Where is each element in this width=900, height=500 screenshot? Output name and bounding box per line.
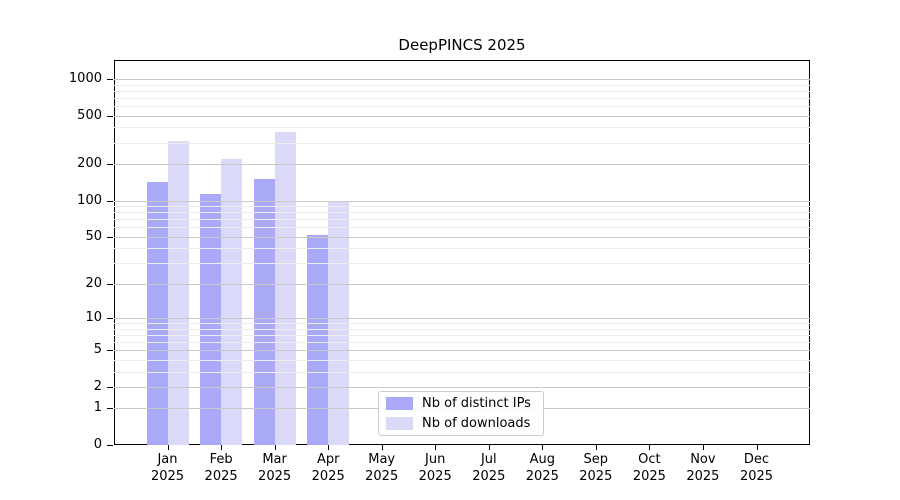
x-tick-mark [328,445,330,450]
y-tick-label: 2 [93,378,102,394]
x-tick-mark [435,445,437,450]
x-tick-label: Jan 2025 [150,452,185,484]
x-tick-label: Nov 2025 [686,452,720,484]
legend-row-distinct-ips: Nb of distinct IPs [385,396,535,411]
x-tick-mark [702,445,704,450]
x-tick-label: Sep 2025 [579,452,613,484]
bar-downloads [274,131,296,445]
x-tick-label: Dec 2025 [739,452,774,484]
y-tick-mark [107,408,113,410]
x-tick-mark [756,445,758,450]
bar-distinct-ips [200,194,222,445]
bar-distinct-ips [253,178,275,445]
y-tick-mark [107,236,113,238]
x-tick-label: Jul 2025 [472,452,506,484]
y-tick-label: 10 [85,309,102,325]
x-tick-mark [595,445,597,450]
legend-swatch-downloads [386,417,413,430]
legend-swatch-distinct-ips [386,397,413,410]
y-tick-label: 200 [77,156,102,171]
y-tick-mark [107,350,113,352]
x-tick-mark [221,445,223,450]
legend-row-downloads: Nb of downloads [385,416,535,431]
y-tick-label: 500 [77,107,102,123]
y-tick-mark [107,164,113,165]
y-tick-label: 20 [85,275,102,291]
x-tick-mark [274,445,276,450]
y-tick-label: 0 [93,437,102,452]
legend: Nb of distinct IPs Nb of downloads [378,391,544,436]
x-tick-mark [488,445,490,450]
chart-title: DeepPINCS 2025 [398,36,526,54]
x-tick-mark [649,445,651,450]
y-tick-mark [107,445,113,446]
y-tick-mark [107,200,113,202]
x-tick-label: Mar 2025 [258,452,292,484]
y-tick-label: 1000 [68,70,102,86]
y-tick-mark [107,115,113,117]
x-tick-label: Apr 2025 [311,452,345,484]
y-tick-mark [107,283,113,285]
y-tick-label: 50 [85,228,102,244]
x-tick-mark [167,445,169,450]
x-tick-mark [381,445,383,450]
x-tick-mark [542,445,544,450]
y-tick-label: 1 [93,400,102,416]
legend-label-downloads: Nb of downloads [422,416,531,431]
bar-downloads [328,202,350,445]
bar-downloads [167,140,189,445]
y-tick-label: 5 [93,342,102,358]
bar-distinct-ips [307,234,329,445]
legend-label-distinct-ips: Nb of distinct IPs [422,396,531,411]
x-tick-label: Oct 2025 [632,452,666,484]
x-tick-label: Aug 2025 [525,452,559,484]
y-tick-mark [107,317,113,319]
bar-downloads [221,159,243,445]
x-tick-label: Feb 2025 [204,452,238,484]
y-tick-label: 100 [77,192,102,208]
y-tick-mark [107,386,113,388]
y-tick-mark [107,78,113,80]
x-tick-label: May 2025 [365,452,399,484]
x-tick-label: Jun 2025 [418,452,452,484]
bar-distinct-ips [146,181,168,445]
